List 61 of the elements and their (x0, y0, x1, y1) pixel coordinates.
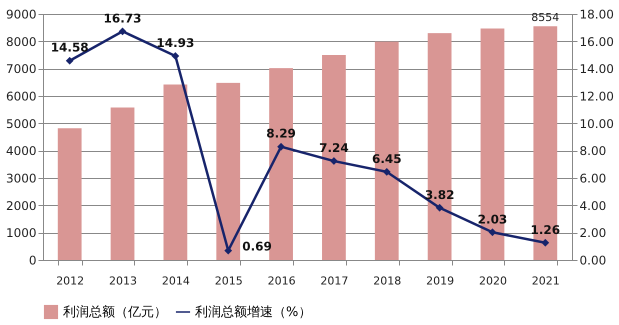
data-label: 14.93 (156, 36, 194, 50)
point (330, 157, 338, 165)
y-tick-label: 6000 (6, 90, 36, 104)
bar (374, 42, 399, 260)
x-tick-label: 2013 (109, 274, 138, 288)
y-tick-label: 5000 (6, 116, 36, 131)
bar (216, 82, 240, 260)
data-label: 1.26 (530, 222, 560, 237)
legend-label: 利润总额增速（%） (195, 305, 312, 320)
y-tick-label: 2000 (6, 198, 36, 213)
x-tick-label: 2018 (373, 274, 402, 288)
point (118, 27, 126, 36)
data-label: 2.03 (478, 212, 508, 226)
point (277, 142, 285, 151)
bar (533, 26, 558, 260)
y-tick-label: 7000 (6, 62, 36, 76)
y2-tick-label: 2.00 (580, 226, 606, 240)
data-label: 16.73 (104, 11, 142, 26)
y2-tick-label: 18.00 (580, 8, 614, 22)
y-tick-label: 3000 (6, 172, 36, 186)
y2-tick-label: 8.00 (580, 144, 606, 158)
bar (480, 28, 504, 260)
y2-tick-label: 12.00 (580, 90, 614, 104)
y2-tick-label: 10.00 (580, 116, 614, 131)
legend-label: 利润总额（亿元） (63, 305, 167, 320)
point (488, 228, 496, 236)
x-tick-label: 2021 (532, 274, 560, 288)
x-tick-label: 2015 (214, 274, 243, 288)
point (541, 238, 550, 247)
y-tick-label: 1000 (6, 226, 36, 240)
point (436, 204, 444, 212)
y-tick-label: 9000 (6, 8, 36, 22)
data-label: 8554 (531, 11, 560, 24)
y2-tick-label: 4.00 (580, 198, 606, 213)
data-label: 14.58 (50, 40, 89, 55)
x-tick-label: 2020 (478, 274, 507, 288)
point (66, 56, 74, 65)
bar (163, 84, 188, 260)
x-tick-label: 2014 (162, 274, 190, 288)
data-label: 0.69 (242, 240, 272, 254)
x-tick-label: 2019 (426, 274, 454, 288)
bar (269, 68, 293, 260)
y2-tick-label: 16.00 (580, 34, 614, 49)
bar (58, 128, 82, 260)
bar (428, 33, 452, 260)
y-tick-label: 4000 (6, 144, 36, 158)
data-label: 7.24 (319, 141, 349, 156)
point (382, 168, 391, 176)
y2-tick-label: 6.00 (580, 172, 606, 186)
point (172, 52, 180, 60)
y-tick-label: 8000 (6, 34, 36, 49)
x-tick-label: 2016 (268, 274, 296, 288)
data-label: 3.82 (424, 188, 454, 202)
y2-tick-label: 14.00 (580, 62, 614, 76)
x-tick-label: 2012 (56, 274, 84, 288)
y2-tick-label: 0.00 (580, 254, 606, 268)
y-tick-label: 0 (28, 254, 36, 268)
data-label: 8.29 (266, 126, 296, 141)
data-label: 6.45 (372, 152, 402, 166)
bar (110, 107, 134, 260)
x-tick-label: 2017 (320, 274, 348, 288)
